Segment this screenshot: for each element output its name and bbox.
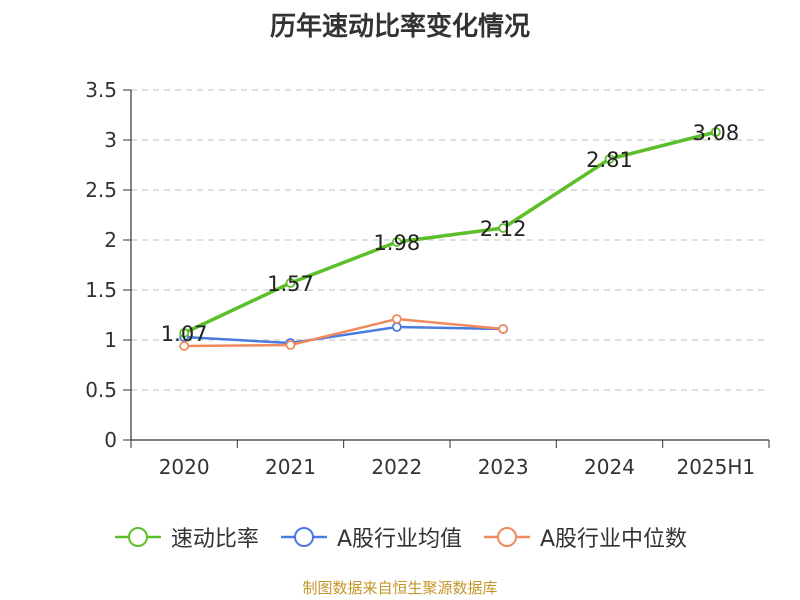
data-labels: 1.07 1.57 1.98 2.12 2.81 3.08 <box>161 121 739 346</box>
x-tick-label: 2022 <box>371 455 422 479</box>
data-point <box>604 154 615 164</box>
data-label: 1.98 <box>373 231 420 255</box>
tick-labels: 0 0.5 1 1.5 2 2.5 3 3.5 2020 2021 2022 2023 2024 2025… <box>85 78 755 479</box>
data-label: 2.81 <box>586 148 633 172</box>
data-point <box>391 237 402 247</box>
y-tick-label: 2.5 <box>85 178 117 202</box>
legend-label: A股行业中位数 <box>540 527 688 552</box>
data-point <box>498 324 509 334</box>
data-point <box>285 278 296 288</box>
data-label: 3.08 <box>692 121 739 145</box>
data-label: 2.12 <box>480 217 527 241</box>
legend: 速动比率 A股行业均值 A股行业中位数 <box>0 520 800 554</box>
series-line-2 <box>184 317 504 348</box>
legend-item[interactable]: A股行业中位数 <box>482 521 687 553</box>
data-label: 1.57 <box>267 272 314 296</box>
series-lines <box>179 127 721 351</box>
series-line-1 <box>184 325 504 345</box>
legend-swatch <box>280 527 327 547</box>
y-tick-label: 1.5 <box>85 278 117 302</box>
y-tick-label: 0.5 <box>85 378 117 402</box>
source-note: 制图数据来自恒生聚源数据库 <box>302 579 498 597</box>
y-tick-label: 3 <box>104 128 117 152</box>
grid-lines <box>131 89 769 391</box>
y-tick-label: 1 <box>104 328 117 352</box>
y-tick-label: 0 <box>104 428 117 452</box>
axes <box>123 89 770 448</box>
y-tick-label: 2 <box>104 228 117 252</box>
data-point <box>391 314 402 324</box>
data-point <box>710 127 721 137</box>
x-tick-label: 2021 <box>265 455 316 479</box>
data-point <box>179 328 190 338</box>
data-point <box>179 341 190 351</box>
chart-title: 历年速动比率变化情况 <box>269 12 530 42</box>
legend-label: 速动比率 <box>170 527 259 552</box>
legend-label: A股行业均值 <box>336 527 462 552</box>
x-tick-label: 2024 <box>584 455 635 479</box>
x-tick-label: 2025H1 <box>676 455 755 479</box>
y-tick-label: 3.5 <box>85 78 117 102</box>
legend-swatch <box>114 527 161 547</box>
legend-item[interactable]: 速动比率 <box>113 521 259 553</box>
series-line-0 <box>183 130 717 335</box>
x-tick-label: 2020 <box>159 455 210 479</box>
data-point <box>498 223 509 233</box>
data-point <box>285 340 296 350</box>
legend-swatch <box>484 527 530 547</box>
legend-item[interactable]: A股行业均值 <box>279 521 462 553</box>
data-point <box>391 322 402 332</box>
x-tick-label: 2023 <box>478 455 529 479</box>
data-label: 1.07 <box>161 322 208 346</box>
